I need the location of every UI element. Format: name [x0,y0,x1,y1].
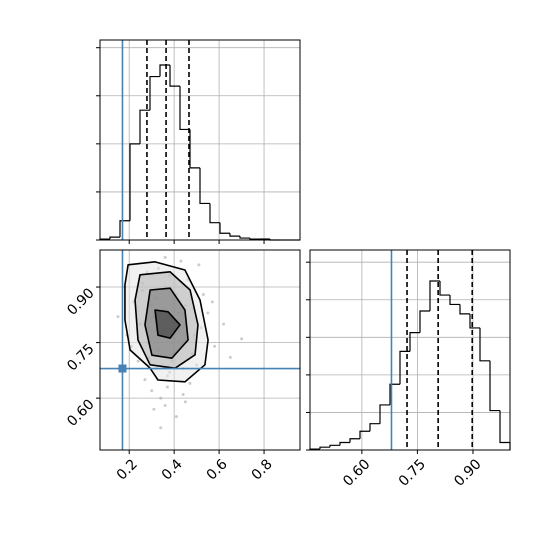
hist-bin [219,222,230,234]
y-tick-label: 0.60 [64,396,97,429]
sample-point [159,426,163,430]
sample-point [188,381,192,385]
sample-point [159,396,163,400]
hist-bin [429,280,440,312]
x-tick-label: 0.8 [249,456,276,483]
sample-point [181,392,185,396]
sample-point [228,355,232,359]
hist-bin [159,64,170,77]
sample-point [240,337,244,341]
sample-point [116,315,120,319]
sample-point [143,378,147,382]
hist-bin [229,233,240,237]
y-tick-label: 0.75 [64,341,97,374]
hist-bin [369,423,380,432]
x-tick-label: 0.75 [396,456,429,489]
hist-bin [409,332,420,352]
y-tick-label: 0.90 [64,285,97,318]
hist-bin [439,280,450,296]
hist-bin [139,109,150,144]
hist-bin [189,129,200,169]
sample-point [174,415,178,419]
hist-bin [249,238,260,240]
hist-bin [169,65,180,87]
sample-point [163,255,167,259]
hist-bin [209,203,220,224]
hist-bin [389,383,400,405]
hist-bin [319,446,330,450]
panel: 0.60 0.75 0.90 [306,249,511,490]
hist-bin [339,441,350,446]
x-tick-label: 0.2 [114,456,141,483]
sample-point [222,322,226,326]
sample-point [165,385,169,389]
hist-bin [149,75,160,111]
hist-bin [129,143,140,221]
sample-point [183,400,187,404]
panel-frame [309,249,511,451]
hist-bin [179,86,190,131]
panel-frame [99,39,301,241]
x-tick-label: 0.60 [340,456,373,489]
x-tick-label: 0.90 [451,456,484,489]
hist-bin [359,430,370,439]
hist-bin [399,350,410,385]
hist-bin [199,167,210,205]
sample-point [210,300,214,304]
truth-point [118,364,127,373]
panel: 0.2 0.4 0.6 0.8 0.60 0.75 0.90 [64,249,301,483]
sample-point [179,259,183,263]
hist-bin [109,236,120,240]
hist-bin [499,410,511,450]
sample-point [152,407,156,411]
hist-bin [379,404,390,424]
hist-bin [329,444,340,448]
panel [96,39,301,244]
hist-bin [239,236,250,239]
sample-point [206,311,210,315]
hist-bin [489,360,500,412]
hist-bin [479,327,490,362]
sample-point [197,263,201,267]
hist-bin [459,304,470,315]
hist-bin [469,313,480,329]
contour [154,309,181,339]
sample-point [150,389,154,393]
sample-point [213,344,217,348]
hist-bin [119,220,130,238]
hist-bin [419,310,430,333]
sample-point [201,292,205,296]
x-tick-label: 0.6 [204,456,231,483]
sample-point [163,404,167,408]
sample-point [136,359,140,363]
x-tick-label: 0.4 [159,456,186,483]
hist-bin [349,438,360,443]
panel-frame [99,249,301,451]
hist-bin [449,295,460,306]
